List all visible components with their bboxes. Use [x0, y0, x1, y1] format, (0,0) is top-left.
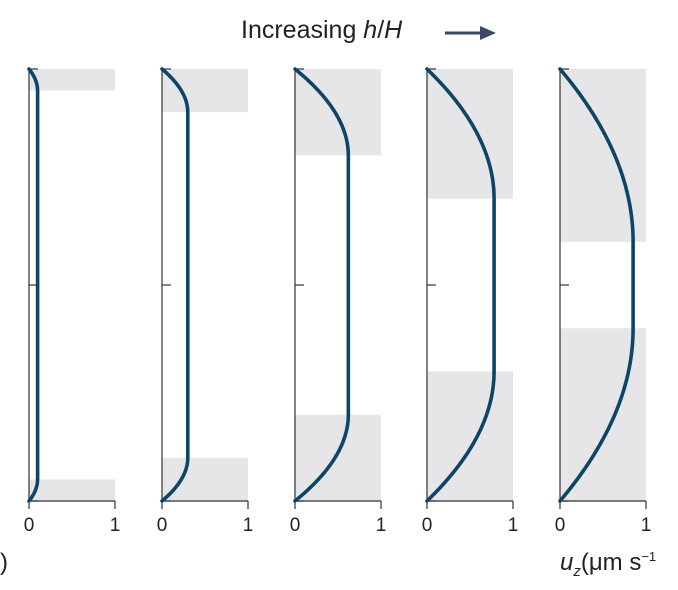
panel-5-x-tick-label-2: 1: [641, 515, 652, 536]
panel-2-velocity-profile: [160, 67, 190, 503]
panel-5-velocity-profile: [558, 67, 635, 503]
header-slash: /: [377, 16, 385, 44]
x-axis-label-sup: −1: [641, 549, 657, 564]
panel-5-x-tick-label-1: 0: [555, 515, 566, 536]
header-arrow-icon: [480, 26, 496, 40]
panel-4-velocity-profile: [425, 67, 496, 503]
panel-3-x-tick-label-2: 1: [376, 515, 387, 536]
header-var-h: h: [363, 16, 378, 44]
x-axis-label-sub: z: [573, 562, 581, 580]
panel-4-shade-top: [427, 69, 513, 199]
panel-2-shade-bottom: [162, 457, 248, 501]
x-axis-label-unit: (μm s: [580, 549, 642, 576]
panel-4-x-tick-label-1: 0: [422, 515, 433, 536]
chart-header: Increasing h/H: [241, 16, 402, 45]
header-prefix: Increasing: [241, 16, 364, 44]
x-axis-label: uz(μm s−1: [560, 549, 656, 580]
panel-1-x-tick-label-2: 1: [110, 515, 121, 536]
left-axis-label-fragment: ): [0, 549, 8, 576]
panel-1-velocity-profile: [27, 67, 40, 503]
panel-1-shade-bottom: [29, 479, 115, 501]
header-var-H: H: [384, 16, 403, 44]
x-axis-label-var: u: [560, 549, 574, 576]
panel-3-x-tick-label-1: 0: [290, 515, 301, 536]
panel-1-x-tick-label-1: 0: [24, 515, 35, 536]
panel-4-shade-bottom: [427, 371, 513, 501]
panel-3-velocity-profile: [293, 67, 351, 503]
panel-2-shade-top: [162, 69, 248, 113]
panel-2-x-tick-label-2: 1: [243, 515, 254, 536]
panel-2-x-tick-label-1: 0: [157, 515, 168, 536]
panel-4-x-tick-label-2: 1: [508, 515, 519, 536]
panel-1-shade-top: [29, 69, 115, 91]
